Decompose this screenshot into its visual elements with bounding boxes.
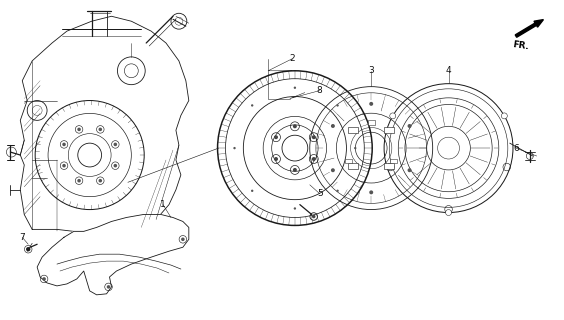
- Circle shape: [233, 147, 236, 149]
- Circle shape: [336, 104, 339, 107]
- Polygon shape: [20, 16, 189, 231]
- Text: 5: 5: [317, 189, 323, 198]
- Circle shape: [446, 210, 452, 215]
- Circle shape: [408, 168, 412, 172]
- Circle shape: [369, 102, 373, 106]
- Circle shape: [107, 285, 111, 289]
- Circle shape: [62, 143, 66, 146]
- FancyArrow shape: [515, 20, 544, 37]
- Text: 7: 7: [19, 233, 25, 242]
- FancyBboxPatch shape: [385, 127, 394, 133]
- Text: 2: 2: [289, 54, 295, 63]
- Circle shape: [312, 157, 316, 161]
- Circle shape: [293, 124, 297, 128]
- Circle shape: [293, 168, 297, 172]
- Polygon shape: [37, 214, 189, 295]
- Circle shape: [312, 215, 315, 218]
- Circle shape: [274, 135, 278, 139]
- Text: 6: 6: [513, 144, 519, 153]
- Circle shape: [42, 277, 46, 281]
- Circle shape: [408, 124, 412, 128]
- FancyBboxPatch shape: [348, 127, 358, 133]
- FancyBboxPatch shape: [345, 158, 352, 164]
- Circle shape: [113, 164, 117, 167]
- Circle shape: [181, 237, 184, 241]
- Circle shape: [77, 128, 81, 131]
- FancyBboxPatch shape: [390, 158, 397, 164]
- Text: 3: 3: [368, 66, 374, 75]
- Text: FR.: FR.: [512, 40, 530, 51]
- Circle shape: [113, 143, 117, 146]
- Circle shape: [331, 168, 335, 172]
- Text: 8: 8: [317, 86, 323, 95]
- Circle shape: [501, 113, 508, 119]
- Circle shape: [390, 113, 396, 119]
- Circle shape: [99, 128, 102, 131]
- Circle shape: [294, 86, 296, 89]
- Circle shape: [294, 207, 296, 210]
- Circle shape: [62, 164, 66, 167]
- Circle shape: [77, 179, 81, 182]
- Text: 4: 4: [446, 66, 451, 75]
- FancyBboxPatch shape: [385, 163, 394, 169]
- Circle shape: [274, 157, 278, 161]
- FancyBboxPatch shape: [348, 163, 358, 169]
- FancyBboxPatch shape: [368, 120, 374, 125]
- Circle shape: [336, 190, 339, 192]
- Circle shape: [99, 179, 102, 182]
- Circle shape: [251, 104, 253, 107]
- Circle shape: [331, 124, 335, 128]
- Circle shape: [26, 247, 30, 252]
- Circle shape: [369, 190, 373, 194]
- Circle shape: [354, 147, 356, 149]
- Circle shape: [312, 135, 316, 139]
- Circle shape: [251, 190, 253, 192]
- Text: 1: 1: [160, 200, 166, 209]
